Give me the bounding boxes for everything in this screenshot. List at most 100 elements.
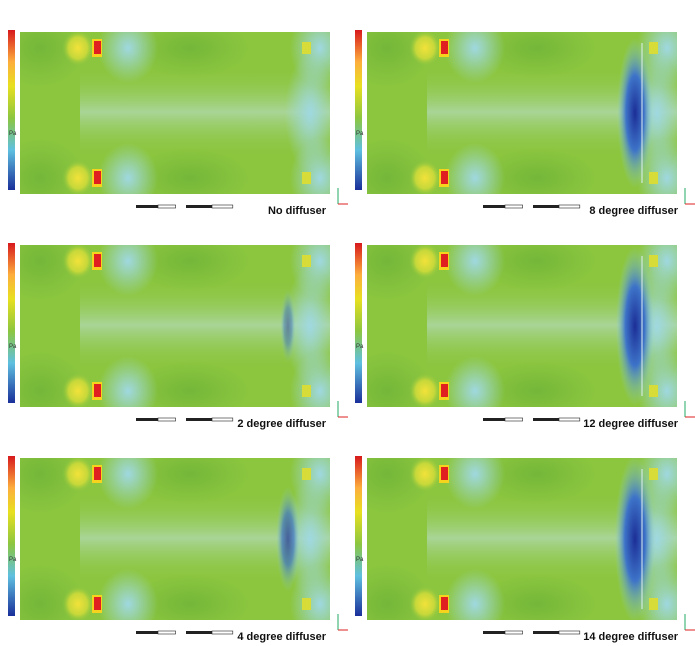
red-block <box>441 171 448 184</box>
colorbar-unit: Pa <box>356 557 364 563</box>
yellow-blob <box>409 458 441 492</box>
scale-bar <box>136 631 158 634</box>
yellow-blob <box>62 458 94 492</box>
green-lobe <box>130 32 250 78</box>
caption: 2 degree diffuser <box>237 418 326 430</box>
yellow-blob <box>62 160 94 194</box>
colorbar-unit: Pa <box>356 131 364 137</box>
scale-bar <box>186 205 212 208</box>
low-pressure-zone <box>615 246 655 406</box>
red-block <box>94 384 101 397</box>
green-lobe <box>477 574 597 620</box>
red-block <box>94 254 101 267</box>
contour-panel: Pa 2 degree diffuser <box>8 243 348 430</box>
plot-area <box>367 458 677 620</box>
scale-bar <box>533 418 559 421</box>
green-lobe <box>477 32 597 78</box>
green-lobe <box>130 361 250 407</box>
scale-bar <box>157 417 176 422</box>
plot <box>20 458 330 620</box>
green-lobe <box>477 148 597 194</box>
plot-area <box>20 32 330 194</box>
contour-panel: Pa 8 degree diffuser <box>355 30 695 217</box>
contour-panel: Pa No diffuser <box>8 30 348 217</box>
scale-bar <box>504 204 523 209</box>
low-pressure-zone <box>276 486 300 592</box>
yellow-blob <box>409 160 441 194</box>
scale-bar <box>483 631 505 634</box>
green-lobe <box>130 574 250 620</box>
scale-bar <box>504 630 523 635</box>
outlet-block <box>649 255 658 267</box>
scale-bar <box>483 205 505 208</box>
plot <box>367 32 677 194</box>
cyan-zone <box>445 143 505 194</box>
scale-bar <box>558 204 581 209</box>
scale-bar <box>186 631 212 634</box>
scale-bar <box>136 205 158 208</box>
green-lobe <box>130 245 250 291</box>
red-block <box>441 41 448 54</box>
green-lobe <box>477 361 597 407</box>
scale-bar <box>211 417 234 422</box>
cyan-zone <box>445 32 505 83</box>
outlet-block <box>302 172 311 184</box>
plot <box>367 458 677 620</box>
cyan-zone <box>98 458 158 509</box>
outlet-block <box>649 42 658 54</box>
cyan-zone <box>285 53 330 173</box>
scale-bar <box>211 204 234 209</box>
plot-area <box>20 458 330 620</box>
colorbar-unit: Pa <box>9 344 17 350</box>
yellow-blob <box>62 245 94 279</box>
yellow-blob <box>62 586 94 620</box>
green-lobe <box>130 458 250 504</box>
green-lobe <box>477 245 597 291</box>
scale-bar <box>558 417 581 422</box>
low-pressure-zone <box>280 289 296 363</box>
plot-area <box>367 245 677 407</box>
colorbar-unit: Pa <box>9 131 17 137</box>
outlet-block <box>649 172 658 184</box>
colorbar <box>8 243 15 403</box>
plot <box>20 32 330 194</box>
colorbar <box>355 243 362 403</box>
plot-area <box>20 245 330 407</box>
colorbar-unit: Pa <box>356 344 364 350</box>
yellow-blob <box>409 245 441 279</box>
scale-bar <box>483 418 505 421</box>
yellow-blob <box>62 32 94 66</box>
yellow-blob <box>62 373 94 407</box>
contour-panel: Pa 4 degree diffuser <box>8 456 348 643</box>
outlet-block <box>649 385 658 397</box>
outlet-block <box>649 468 658 480</box>
caption: 4 degree diffuser <box>237 631 326 643</box>
scale-bar <box>558 630 581 635</box>
outlet-block <box>302 468 311 480</box>
contour-panel: Pa 14 degree diffuser <box>355 456 695 643</box>
cyan-zone <box>445 458 505 509</box>
caption: No diffuser <box>268 205 327 217</box>
cyan-zone <box>285 266 330 386</box>
colorbar-unit: Pa <box>9 557 17 563</box>
red-block <box>94 41 101 54</box>
colorbar <box>355 30 362 190</box>
outlet-block <box>302 42 311 54</box>
low-pressure-zone <box>617 38 653 188</box>
cyan-zone <box>445 569 505 620</box>
yellow-blob <box>409 373 441 407</box>
plot <box>367 245 677 407</box>
contour-panel: Pa 12 degree diffuser <box>355 243 695 430</box>
low-pressure-zone <box>614 458 656 620</box>
cyan-zone <box>98 143 158 194</box>
scale-bar <box>211 630 234 635</box>
scale-bar <box>136 418 158 421</box>
outlet-block <box>302 385 311 397</box>
red-block <box>94 467 101 480</box>
red-block <box>441 467 448 480</box>
colorbar <box>8 456 15 616</box>
cyan-zone <box>98 356 158 407</box>
yellow-blob <box>409 586 441 620</box>
cyan-zone <box>98 245 158 296</box>
